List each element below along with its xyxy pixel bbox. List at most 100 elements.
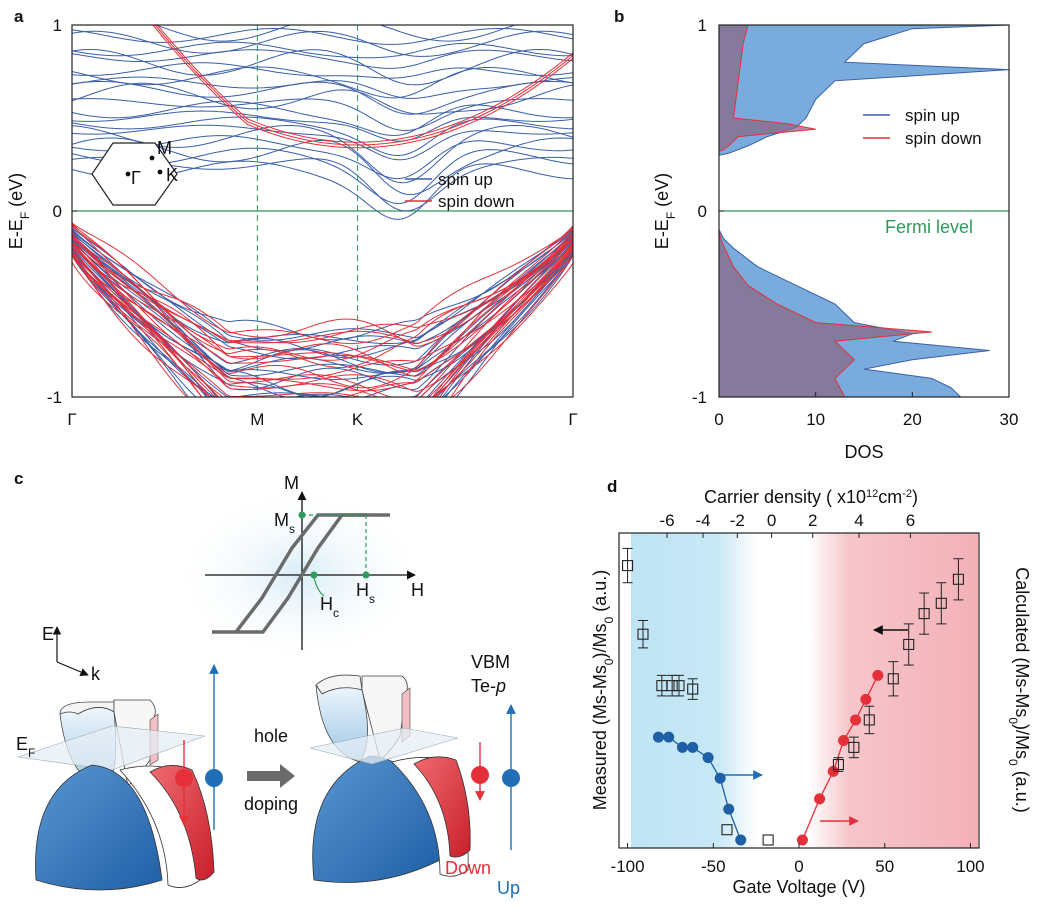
a-kpath-label-0: Γ xyxy=(67,410,76,429)
doping-label-bottom: doping xyxy=(244,794,298,814)
valence-dome-down-right xyxy=(413,756,471,858)
hyst-label-m: M xyxy=(284,473,299,493)
xlabel-b: DOS xyxy=(844,442,883,462)
panel-label-c: c xyxy=(14,469,23,488)
band-spin-up-0-19 xyxy=(72,30,573,57)
calc_hole-point xyxy=(676,741,688,753)
band-spin-up-2-18 xyxy=(72,249,573,397)
band-spin-up-0-9 xyxy=(72,100,573,137)
measured-point xyxy=(666,680,678,692)
k-point xyxy=(157,169,163,175)
valence-dome-up-left xyxy=(35,764,163,891)
measured-point xyxy=(762,834,774,846)
legend-label-spin-up: spin up xyxy=(438,170,493,189)
hc-dot xyxy=(310,571,318,579)
hexagon xyxy=(91,142,178,206)
calc_hole-point xyxy=(735,834,747,846)
inset-label-m: M xyxy=(157,138,172,158)
spin-up-ball-left xyxy=(205,769,223,787)
dos-spin-up-conduction xyxy=(719,25,1009,156)
top-label-d: Carrier density ( x1012cm-2) xyxy=(704,487,918,507)
panel-label-a: a xyxy=(14,7,24,26)
measured-point xyxy=(935,597,947,609)
svg-text:Measured (Ms-Ms0)/Ms0 (a.u.): Measured (Ms-Ms0)/Ms0 (a.u.) xyxy=(590,570,616,810)
band-spin-down-3-21 xyxy=(72,246,573,397)
doping-arrow-shape xyxy=(247,764,295,788)
calc_hole-point xyxy=(723,803,735,815)
measured-point xyxy=(673,680,685,692)
b-ytick-label-1: 0 xyxy=(698,202,707,221)
legend-label-spin-down: spin down xyxy=(438,192,515,211)
band-spin-down-3-1 xyxy=(72,225,573,347)
calc_electron-point xyxy=(850,714,862,726)
band-spin-up-2-11 xyxy=(72,240,573,391)
d-toptick-label-1: -4 xyxy=(695,511,710,530)
b-ytick-label-0: 1 xyxy=(698,16,707,35)
band-spin-down-1-1 xyxy=(154,25,573,146)
hs-dot xyxy=(362,571,370,579)
band-spin-down-3-22 xyxy=(72,244,573,397)
calc_hole-point xyxy=(714,772,726,784)
band-spin-up-0-17 xyxy=(72,49,573,69)
calc_electron-point xyxy=(838,735,850,747)
k-axis xyxy=(56,661,89,676)
calc_hole-point xyxy=(663,731,675,743)
down-label: Down xyxy=(445,858,491,878)
b-xtick-label-1: 10 xyxy=(806,410,825,429)
measured-point xyxy=(952,573,964,585)
fermi-level-label: Fermi level xyxy=(885,217,973,237)
gamma-point xyxy=(125,171,131,177)
band-spin-up-2-17 xyxy=(72,248,573,397)
band-spin-down-3-23 xyxy=(72,246,573,397)
d-toptick-label-2: -2 xyxy=(730,511,745,530)
ef-label: EF xyxy=(16,734,35,760)
ylabel-b: E-EF (eV) xyxy=(652,173,678,249)
band-spin-up-0-13 xyxy=(72,76,573,99)
band-spin-up-0-8 xyxy=(72,110,573,142)
spin-up-ball-right xyxy=(502,769,520,787)
band-spin-up-0-6 xyxy=(72,124,573,161)
d-xtick-label-3: 50 xyxy=(875,857,894,876)
measured-point xyxy=(903,638,915,651)
hc-pointer xyxy=(313,577,325,597)
band-structure xyxy=(72,25,573,397)
calc_electron-point xyxy=(860,693,872,705)
d-toptick-label-5: 4 xyxy=(854,511,863,530)
band-spin-up-0-15 xyxy=(72,62,573,79)
m-point xyxy=(149,155,155,161)
d-xtick-label-4: 100 xyxy=(956,857,984,876)
fermi-plane-left xyxy=(17,725,206,771)
measured-point xyxy=(848,741,860,753)
d-xtick-label-2: 0 xyxy=(794,857,803,876)
band-spin-up-2-6 xyxy=(72,234,573,366)
hole-region-bg xyxy=(631,533,756,848)
b-ytick-label-2: -1 xyxy=(692,388,707,407)
measured-point xyxy=(887,673,899,685)
band-spin-down-3-6 xyxy=(72,226,573,377)
xlabel-d: Gate Voltage (V) xyxy=(732,877,865,897)
panel-d: d -100 -50 0 50 100 -6 -4 -2 0 2 4 6 Gate Voltage (… xyxy=(590,477,1032,897)
ms-label: Ms xyxy=(274,510,295,536)
a-ytick-label-1: 0 xyxy=(53,202,62,221)
d-toptick-label-3: 0 xyxy=(767,511,776,530)
band-spin-up-0-12 xyxy=(72,81,573,115)
d-xtick-label-0: -100 xyxy=(611,857,645,876)
band-schematic-before: EF xyxy=(16,664,223,891)
band-spin-down-3-9 xyxy=(72,236,573,389)
dos-spin-down-conduction xyxy=(719,25,816,153)
ms-dot xyxy=(298,511,306,519)
dos-plot xyxy=(719,25,1009,397)
panel-c: c M H Ms Hc Hs E k xyxy=(14,469,520,898)
band-spin-up-0-10 xyxy=(72,98,573,132)
band-spin-down-3-0 xyxy=(72,222,573,345)
calc_electron-point xyxy=(872,669,884,681)
a-kpath-label-3: Γ xyxy=(568,410,577,429)
calc_electron-point xyxy=(814,793,826,805)
d-toptick-label-6: 6 xyxy=(906,511,915,530)
panel-a: a 10-1Γ M K Γ M K Γ spin up spin down E-EF … xyxy=(6,7,578,429)
band-spin-down-3-14 xyxy=(72,236,573,397)
a-kpath-label-2: K xyxy=(352,410,364,429)
legend-b: spin up spin down xyxy=(863,106,982,148)
band-spin-down-3-5 xyxy=(72,225,573,369)
